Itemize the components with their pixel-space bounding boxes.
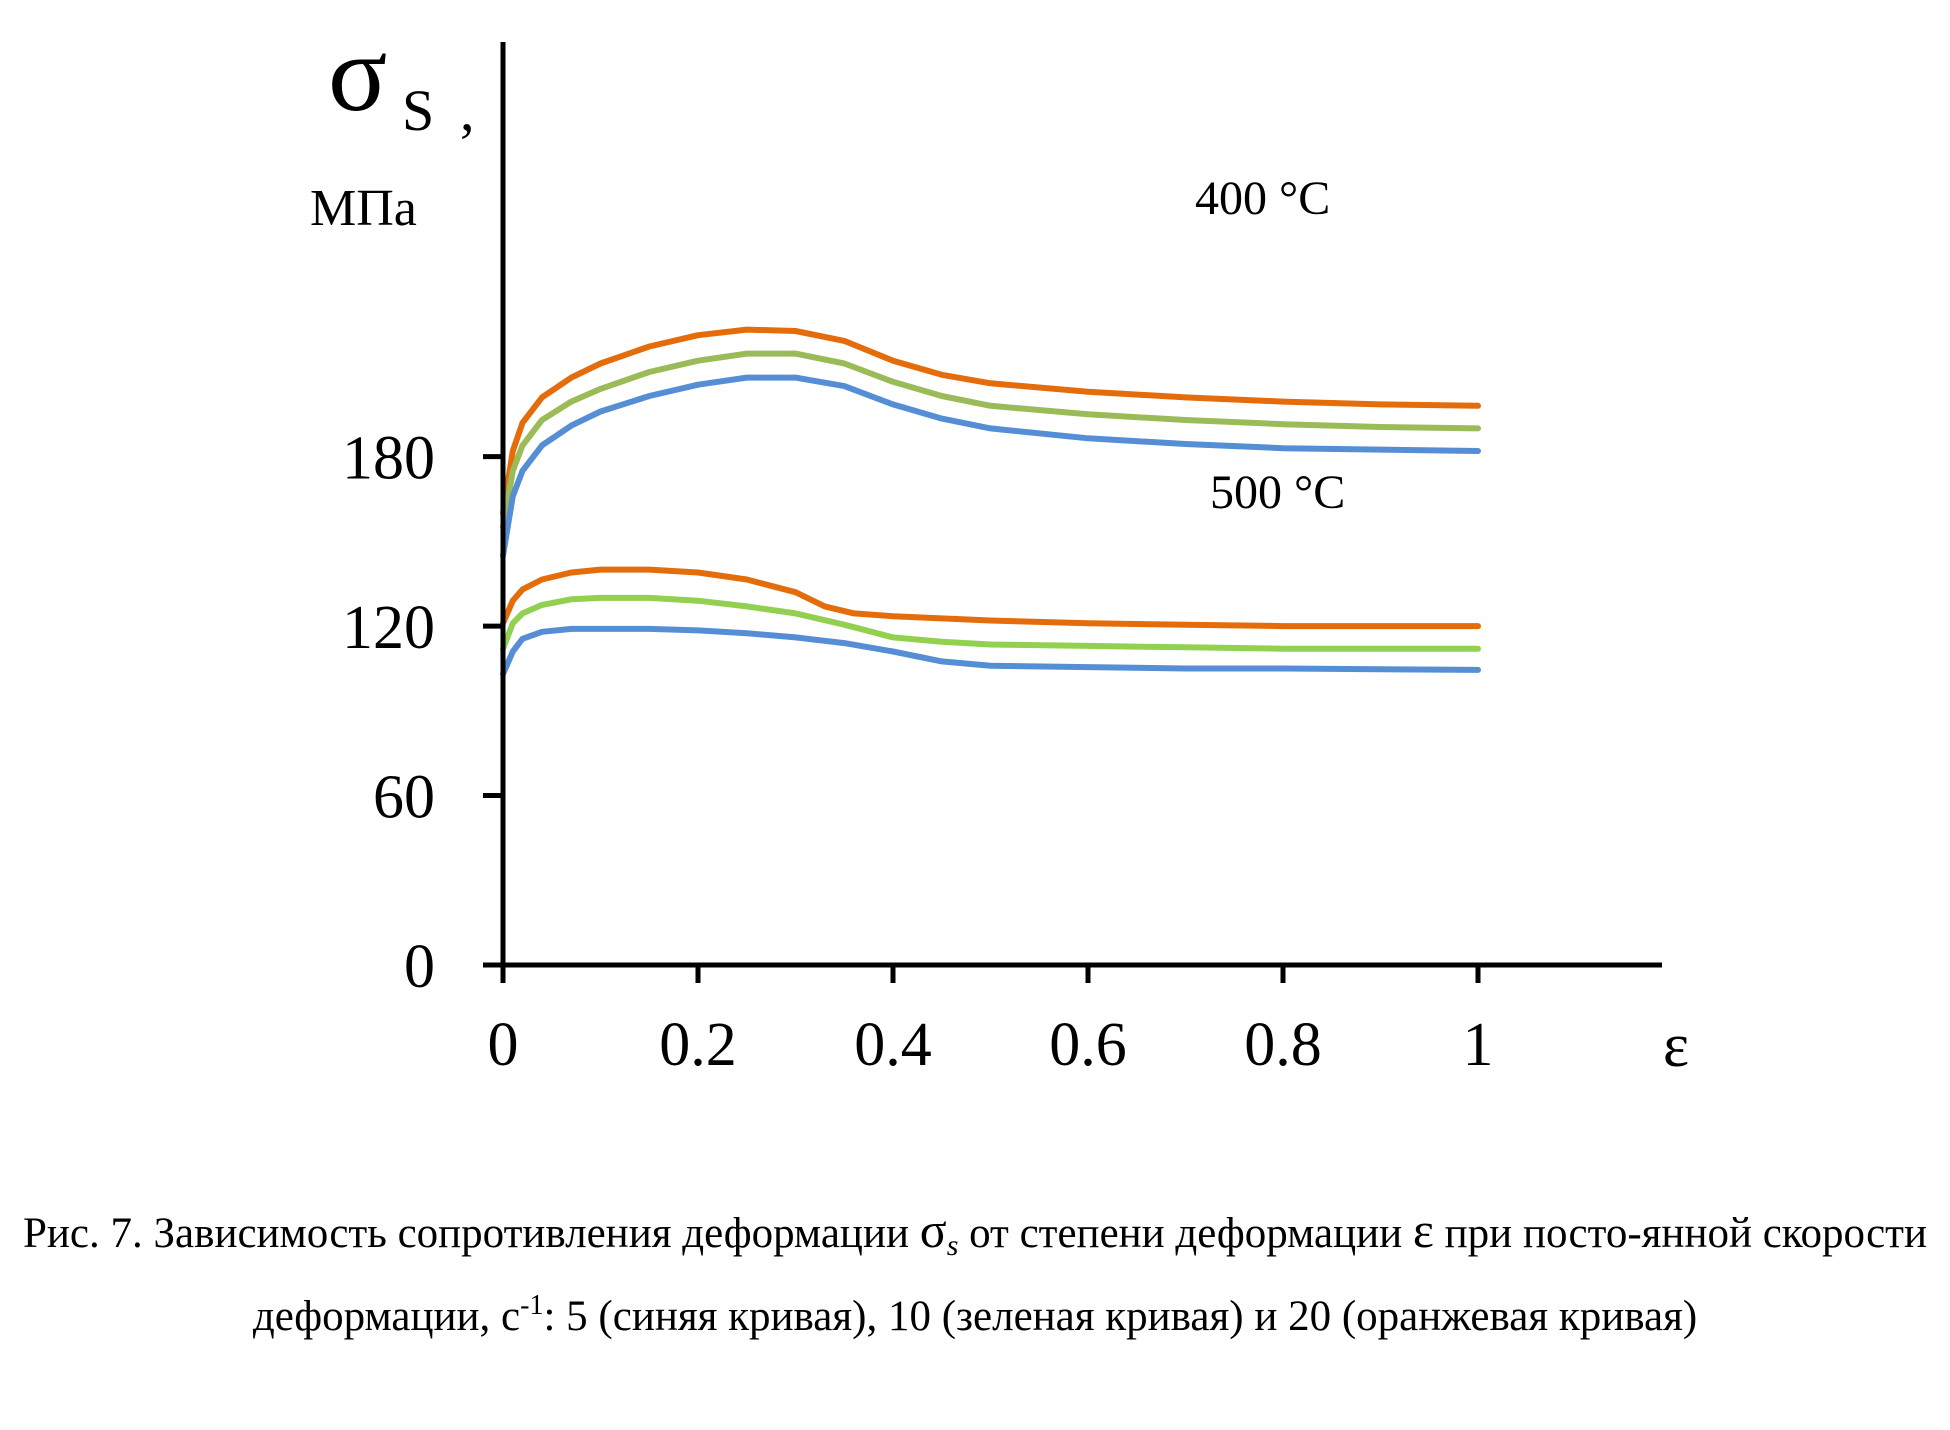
series-line-1 xyxy=(500,326,1481,517)
series-line-4 xyxy=(500,566,1481,630)
tick-layer: 0 0.2 0.4 0.6 0.8 1 0 60 120 180 xyxy=(342,425,1494,1079)
x-tick-label-1: 0.2 xyxy=(659,1011,737,1079)
deformation-chart: 0 0.2 0.4 0.6 0.8 1 0 60 120 180 σ S , МПа ε 400 … xyxy=(310,12,1689,1080)
y-tick-label-2: 120 xyxy=(342,594,435,662)
annotation-400: 400 °C xyxy=(1195,172,1330,225)
caption-text-1: Рис. 7. Зависимость сопротивления деформ… xyxy=(23,1210,920,1257)
x-axis-label: ε xyxy=(1663,1012,1689,1080)
series-line-6 xyxy=(500,625,1481,678)
x-tick-label-0: 0 xyxy=(488,1011,519,1079)
caption-text-2: от степени деформации xyxy=(958,1210,1413,1257)
y-tick-label-0: 0 xyxy=(404,933,435,1001)
series-line-2 xyxy=(500,350,1481,531)
y-axis-comma: , xyxy=(460,78,475,143)
y-axis-symbol: σ xyxy=(328,12,387,134)
caption-sup: -1 xyxy=(520,1290,544,1321)
caption-text-3: при посто-янной скорости деформации, с xyxy=(252,1210,1938,1340)
series-line-3 xyxy=(500,374,1481,559)
series-line-5 xyxy=(500,594,1481,652)
x-tick-label-2: 0.4 xyxy=(854,1011,932,1079)
caption-sigma: σ xyxy=(919,1202,947,1258)
caption-epsilon: ε xyxy=(1412,1202,1434,1258)
x-tick-label-3: 0.6 xyxy=(1049,1011,1127,1079)
y-tick-label-1: 60 xyxy=(373,764,435,832)
x-tick-label-5: 1 xyxy=(1463,1011,1494,1079)
annotation-500: 500 °C xyxy=(1210,466,1345,519)
caption-sigma-sub: s xyxy=(946,1229,959,1262)
x-tick-label-4: 0.8 xyxy=(1244,1011,1322,1079)
y-axis-subscript: S xyxy=(402,78,434,143)
series-layer xyxy=(500,326,1481,678)
figure-caption: Рис. 7. Зависимость сопротивления деформ… xyxy=(0,1200,1950,1347)
caption-text-4: : 5 (синяя кривая), 10 (зеленая кривая) … xyxy=(543,1293,1698,1340)
y-tick-label-3: 180 xyxy=(342,425,435,493)
y-axis-unit: МПа xyxy=(310,180,417,237)
